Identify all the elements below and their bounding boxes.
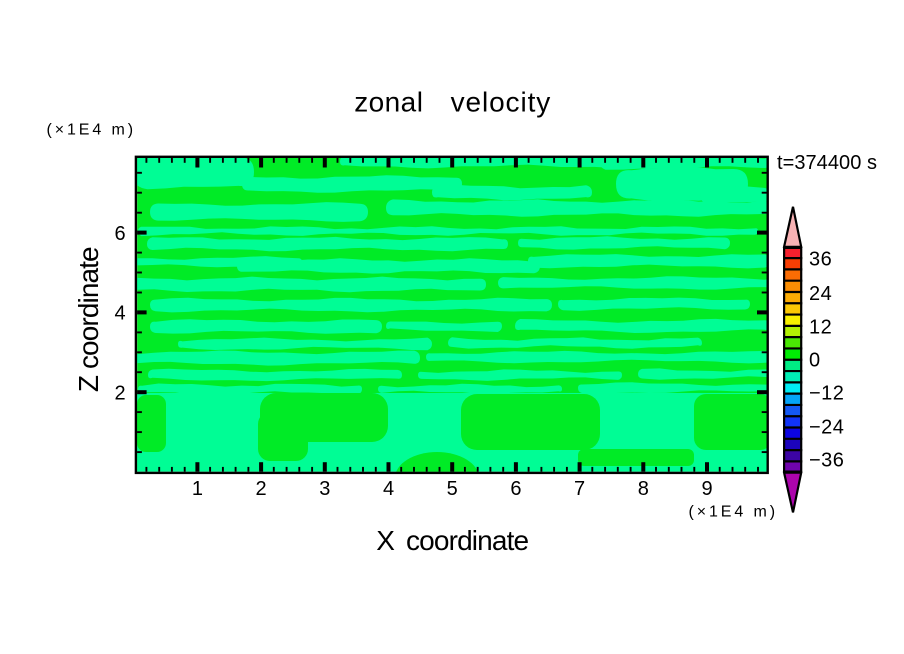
svg-text:2: 2	[256, 478, 267, 500]
svg-text:−24: −24	[809, 417, 844, 439]
svg-text:0: 0	[809, 350, 821, 372]
svg-text:5: 5	[447, 478, 458, 500]
svg-text:1: 1	[192, 478, 203, 500]
svg-text:6: 6	[114, 223, 125, 245]
svg-text:(×1E4 m): (×1E4 m)	[47, 122, 136, 139]
svg-text:9: 9	[701, 478, 712, 500]
svg-text:2: 2	[114, 382, 125, 404]
svg-text:4: 4	[114, 303, 125, 325]
svg-text:8: 8	[638, 478, 649, 500]
svg-text:3: 3	[319, 478, 330, 500]
svg-text:(×1E4 m): (×1E4 m)	[689, 504, 778, 521]
svg-text:7: 7	[574, 478, 585, 500]
svg-text:Z coordinate: Z coordinate	[73, 247, 104, 392]
svg-text:36: 36	[809, 249, 832, 271]
svg-text:−12: −12	[809, 383, 844, 405]
svg-text:6: 6	[510, 478, 521, 500]
svg-text:12: 12	[809, 317, 832, 339]
svg-text:4: 4	[383, 478, 394, 500]
svg-text:−36: −36	[809, 450, 844, 472]
svg-text:24: 24	[809, 283, 832, 305]
svg-text:t=374400 s: t=374400 s	[777, 152, 877, 174]
